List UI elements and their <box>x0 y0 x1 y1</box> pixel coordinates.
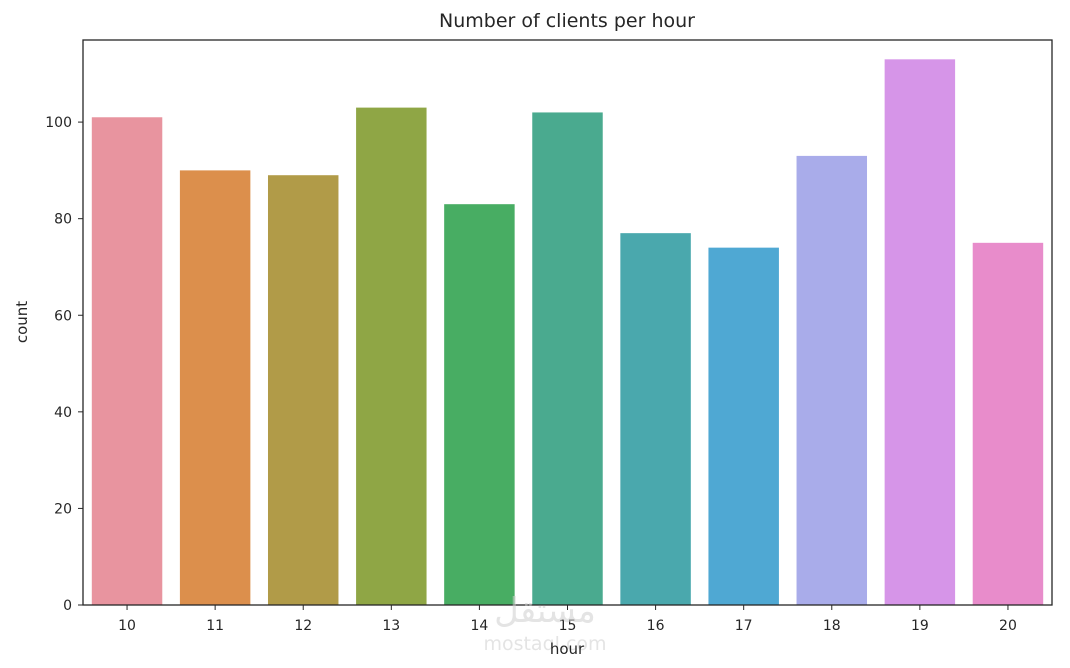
bar-20 <box>972 242 1044 605</box>
bar-19 <box>884 59 956 605</box>
bar-13 <box>356 107 427 606</box>
x-tick-label: 18 <box>823 618 841 634</box>
y-tick-label: 0 <box>63 598 72 614</box>
bar-11 <box>179 170 251 605</box>
x-tick-label: 17 <box>735 618 753 634</box>
bars <box>91 59 1044 606</box>
x-tick-label: 13 <box>382 618 400 634</box>
x-tick-label: 12 <box>294 618 312 634</box>
y-tick-label: 100 <box>45 115 72 131</box>
y-tick-label: 80 <box>54 212 72 228</box>
y-tick-label: 60 <box>54 308 72 324</box>
x-tick-label: 11 <box>206 618 224 634</box>
y-axis-label: count <box>13 301 31 343</box>
x-tick-label: 10 <box>118 618 136 634</box>
x-tick-label: 19 <box>911 618 929 634</box>
bar-15 <box>532 112 603 605</box>
y-tick-label: 20 <box>54 501 72 517</box>
y-tick-label: 40 <box>54 405 72 421</box>
bar-12 <box>267 175 339 605</box>
x-tick-label: 15 <box>559 618 577 634</box>
watermark-site: mostaql.com <box>483 633 606 655</box>
bar-14 <box>444 204 515 605</box>
x-axis: 10 11 12 13 14 15 16 17 18 19 20 <box>118 605 1017 634</box>
watermark-logo: مستقل <box>494 591 596 631</box>
bar-16 <box>620 233 691 605</box>
bar-17 <box>708 247 779 605</box>
x-tick-label: 14 <box>470 618 488 634</box>
y-axis: 0 20 40 60 80 100 <box>45 115 83 614</box>
bar-10 <box>91 117 163 605</box>
chart-title: Number of clients per hour <box>439 10 695 32</box>
plot-frame <box>82 39 1053 606</box>
x-axis-label: hour <box>550 640 585 658</box>
bar-18 <box>796 155 868 605</box>
x-tick-label: 16 <box>647 618 665 634</box>
x-tick-label: 20 <box>999 618 1017 634</box>
